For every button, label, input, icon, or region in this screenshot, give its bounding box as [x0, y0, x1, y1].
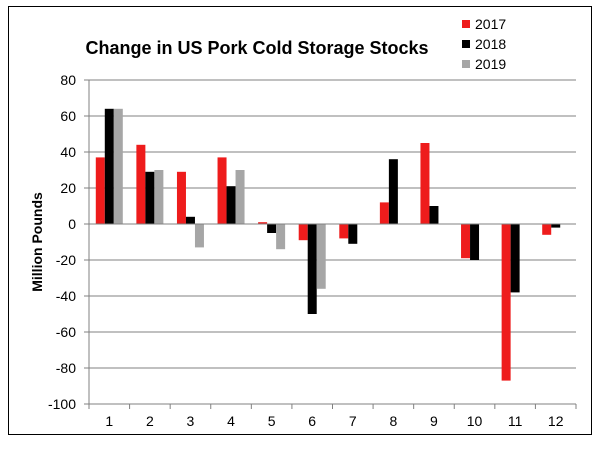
bar-2017-11 [501, 224, 511, 381]
bar-2019-2 [154, 170, 164, 224]
bar-2018-12 [551, 224, 561, 228]
x-tick-label: 5 [268, 413, 276, 429]
bar-2019-6 [316, 224, 326, 289]
x-tick-label: 3 [187, 413, 195, 429]
y-tick-label: 40 [60, 144, 76, 160]
x-tick-label: 2 [146, 413, 154, 429]
bar-2019-3 [194, 224, 204, 248]
y-axis-label: Million Pounds [29, 192, 45, 292]
bar-2019-5 [276, 224, 286, 250]
y-tick-label: 80 [60, 72, 76, 88]
bar-2018-4 [226, 186, 236, 224]
bar-2017-10 [461, 224, 471, 259]
x-tick-label: 7 [349, 413, 357, 429]
x-tick-label: 4 [227, 413, 235, 429]
bar-2019-1 [113, 108, 123, 224]
bar-2018-7 [348, 224, 358, 244]
bar-2018-3 [185, 216, 195, 224]
bar-2017-1 [95, 157, 105, 224]
legend-swatch-2018 [462, 40, 470, 48]
bar-2017-5 [258, 222, 268, 224]
x-tick-label: 12 [548, 413, 564, 429]
x-tick-label: 8 [389, 413, 397, 429]
bar-2018-2 [145, 171, 155, 224]
legend-swatch-2017 [462, 20, 470, 28]
y-tick-label: 60 [60, 108, 76, 124]
bar-2017-6 [298, 224, 308, 241]
y-tick-label: -80 [56, 360, 76, 376]
y-tick-label: 20 [60, 180, 76, 196]
bar-2017-9 [420, 143, 430, 224]
chart-title: Change in US Pork Cold Storage Stocks [85, 38, 428, 58]
bar-2017-7 [339, 224, 349, 239]
legend-label-2019: 2019 [475, 56, 506, 72]
y-tick-label: -100 [48, 396, 76, 412]
y-tick-labels: 80 60 40 20 0 -20 -40 -60 -80 -100 [48, 72, 76, 412]
legend: 2017 2018 2019 [462, 16, 506, 72]
bar-2017-12 [542, 224, 552, 235]
bar-2018-5 [267, 224, 277, 233]
legend-label-2018: 2018 [475, 36, 506, 52]
bar-2018-1 [104, 108, 114, 224]
bar-2018-8 [388, 159, 398, 224]
bar-2017-4 [217, 157, 227, 224]
bars [95, 108, 561, 381]
bar-2018-6 [307, 224, 317, 314]
bar-2017-3 [176, 171, 186, 224]
legend-swatch-2019 [462, 60, 470, 68]
bar-2017-2 [136, 144, 146, 224]
x-tick-label: 10 [467, 413, 483, 429]
y-tick-label: -40 [56, 288, 76, 304]
x-tick-label: 9 [430, 413, 438, 429]
y-tick-label: 0 [68, 216, 76, 232]
x-tick-label: 6 [308, 413, 316, 429]
bar-2018-11 [510, 224, 520, 293]
bar-2019-4 [235, 170, 245, 224]
y-tick-label: -60 [56, 324, 76, 340]
legend-label-2017: 2017 [475, 16, 506, 32]
bar-2017-8 [379, 202, 389, 224]
x-tick-label: 11 [508, 413, 523, 429]
axes [84, 79, 577, 409]
bar-2018-9 [429, 206, 439, 224]
x-tick-label: 1 [105, 413, 113, 429]
x-tick-labels: 1 2 3 4 5 6 7 8 9 10 11 12 [105, 413, 563, 429]
bar-2018-10 [470, 224, 480, 260]
y-tick-label: -20 [56, 252, 76, 268]
